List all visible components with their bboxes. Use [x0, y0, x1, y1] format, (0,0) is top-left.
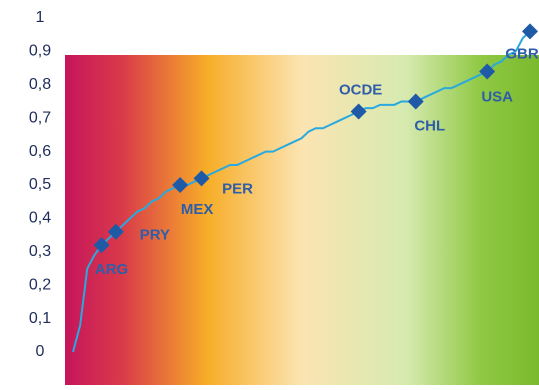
y-tick-label: 1 [36, 9, 45, 26]
data-line [72, 30, 531, 353]
point-marker [193, 170, 210, 187]
point-marker [479, 63, 496, 80]
point-marker [522, 23, 538, 40]
point-marker [93, 237, 110, 254]
y-tick-label: 0,4 [29, 210, 51, 227]
point-label: CHL [414, 117, 445, 134]
y-tick-label: 0,5 [29, 176, 51, 193]
point-marker [172, 177, 189, 193]
y-tick-label: 0,6 [29, 143, 51, 160]
y-tick-label: 0,7 [29, 109, 51, 126]
y-tick-label: 0,9 [29, 43, 51, 60]
point-label: MEX [181, 201, 214, 218]
point-label: OCDE [339, 81, 382, 98]
y-tick-label: 0,8 [29, 76, 51, 93]
point-label: GBR [505, 45, 539, 62]
background-band [65, 55, 539, 385]
y-tick-label: 0 [36, 343, 45, 360]
y-tick-label: 0,2 [29, 276, 51, 293]
y-tick-label: 0,1 [29, 310, 51, 327]
point-marker [350, 103, 367, 120]
point-marker [407, 93, 424, 110]
point-marker [107, 223, 124, 240]
point-label: ARG [95, 261, 128, 278]
point-label: PRY [140, 227, 170, 244]
y-tick-label: 0,3 [29, 243, 51, 260]
point-label: PER [222, 180, 253, 197]
point-label: USA [481, 88, 513, 105]
